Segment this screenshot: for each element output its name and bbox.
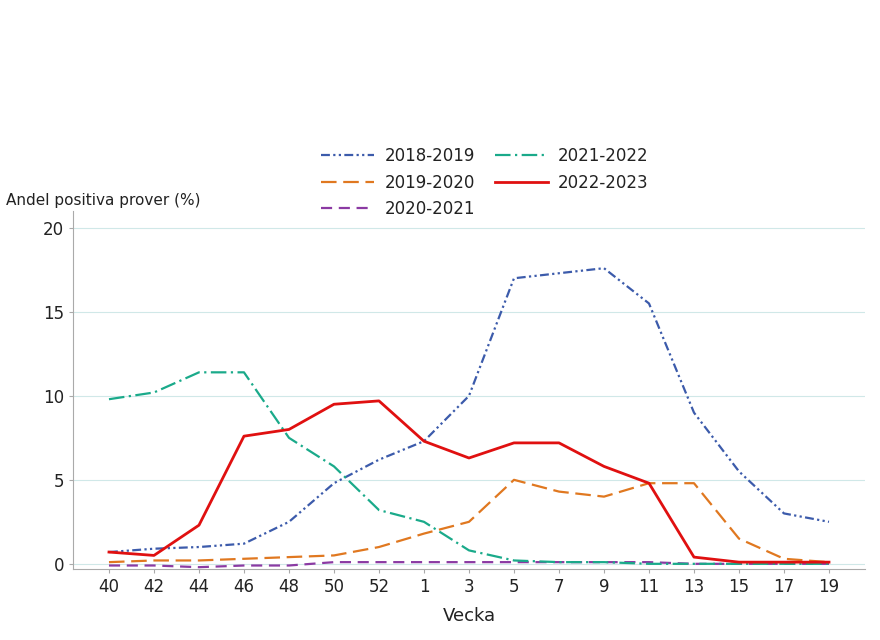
2021-2022	[374, 506, 385, 514]
2021-2022	[779, 560, 789, 568]
Text: Andel positiva prover (%): Andel positiva prover (%)	[5, 193, 200, 207]
2022-2023	[554, 439, 564, 447]
Legend: 2018-2019, 2019-2020, 2020-2021, 2021-2022, 2022-2023: 2018-2019, 2019-2020, 2020-2021, 2021-20…	[314, 141, 656, 225]
2018-2019	[238, 540, 249, 547]
2019-2020	[104, 558, 114, 566]
2019-2020	[149, 557, 159, 564]
2021-2022	[464, 547, 474, 554]
2018-2019	[329, 479, 340, 487]
2021-2022	[554, 558, 564, 566]
2021-2022	[509, 557, 519, 564]
2019-2020	[419, 530, 429, 538]
2020-2021	[824, 560, 834, 568]
2022-2023	[643, 479, 654, 487]
2018-2019	[149, 545, 159, 552]
2020-2021	[194, 563, 204, 571]
2022-2023	[329, 401, 340, 408]
2022-2023	[104, 548, 114, 556]
2019-2020	[283, 553, 294, 561]
2020-2021	[149, 562, 159, 570]
2022-2023	[824, 558, 834, 566]
2019-2020	[554, 488, 564, 495]
2018-2019	[283, 518, 294, 525]
2022-2023	[734, 558, 744, 566]
2020-2021	[689, 560, 700, 568]
2019-2020	[194, 557, 204, 564]
2021-2022	[598, 558, 609, 566]
Line: 2022-2023: 2022-2023	[109, 401, 829, 562]
2018-2019	[689, 409, 700, 417]
2018-2019	[598, 264, 609, 272]
2022-2023	[283, 426, 294, 433]
2020-2021	[464, 558, 474, 566]
2021-2022	[104, 396, 114, 403]
2021-2022	[238, 369, 249, 376]
2022-2023	[374, 397, 385, 404]
2020-2021	[283, 562, 294, 570]
2020-2021	[779, 560, 789, 568]
2021-2022	[283, 434, 294, 442]
2022-2023	[598, 463, 609, 470]
2018-2019	[194, 543, 204, 551]
2018-2019	[374, 456, 385, 463]
2022-2023	[689, 553, 700, 561]
2022-2023	[464, 454, 474, 462]
X-axis label: Vecka: Vecka	[443, 607, 495, 625]
2018-2019	[554, 269, 564, 277]
2021-2022	[329, 463, 340, 470]
2022-2023	[779, 558, 789, 566]
2019-2020	[643, 479, 654, 487]
2021-2022	[824, 560, 834, 568]
2018-2019	[509, 275, 519, 282]
2020-2021	[643, 558, 654, 566]
2022-2023	[238, 433, 249, 440]
2020-2021	[374, 558, 385, 566]
2022-2023	[509, 439, 519, 447]
2020-2021	[238, 562, 249, 570]
2022-2023	[419, 437, 429, 445]
2018-2019	[779, 509, 789, 517]
Line: 2020-2021: 2020-2021	[109, 562, 829, 567]
2022-2023	[149, 552, 159, 559]
2020-2021	[104, 562, 114, 570]
2022-2023	[194, 522, 204, 529]
2018-2019	[824, 518, 834, 525]
2020-2021	[554, 558, 564, 566]
2021-2022	[149, 388, 159, 396]
2019-2020	[509, 476, 519, 484]
2020-2021	[734, 560, 744, 568]
Line: 2018-2019: 2018-2019	[109, 268, 829, 552]
2021-2022	[194, 369, 204, 376]
2018-2019	[643, 300, 654, 307]
2019-2020	[374, 543, 385, 551]
2021-2022	[419, 518, 429, 525]
2018-2019	[419, 437, 429, 445]
2018-2019	[104, 548, 114, 556]
2021-2022	[643, 560, 654, 568]
2019-2020	[779, 555, 789, 563]
2019-2020	[238, 555, 249, 563]
2018-2019	[464, 392, 474, 400]
2018-2019	[734, 468, 744, 476]
2021-2022	[734, 560, 744, 568]
2019-2020	[598, 493, 609, 500]
2019-2020	[689, 479, 700, 487]
Line: 2021-2022: 2021-2022	[109, 372, 829, 564]
2020-2021	[598, 558, 609, 566]
Line: 2019-2020: 2019-2020	[109, 480, 829, 562]
2019-2020	[824, 558, 834, 566]
2021-2022	[689, 560, 700, 568]
2019-2020	[329, 552, 340, 559]
2020-2021	[509, 558, 519, 566]
2019-2020	[734, 535, 744, 543]
2019-2020	[464, 518, 474, 525]
2020-2021	[329, 558, 340, 566]
2020-2021	[419, 558, 429, 566]
